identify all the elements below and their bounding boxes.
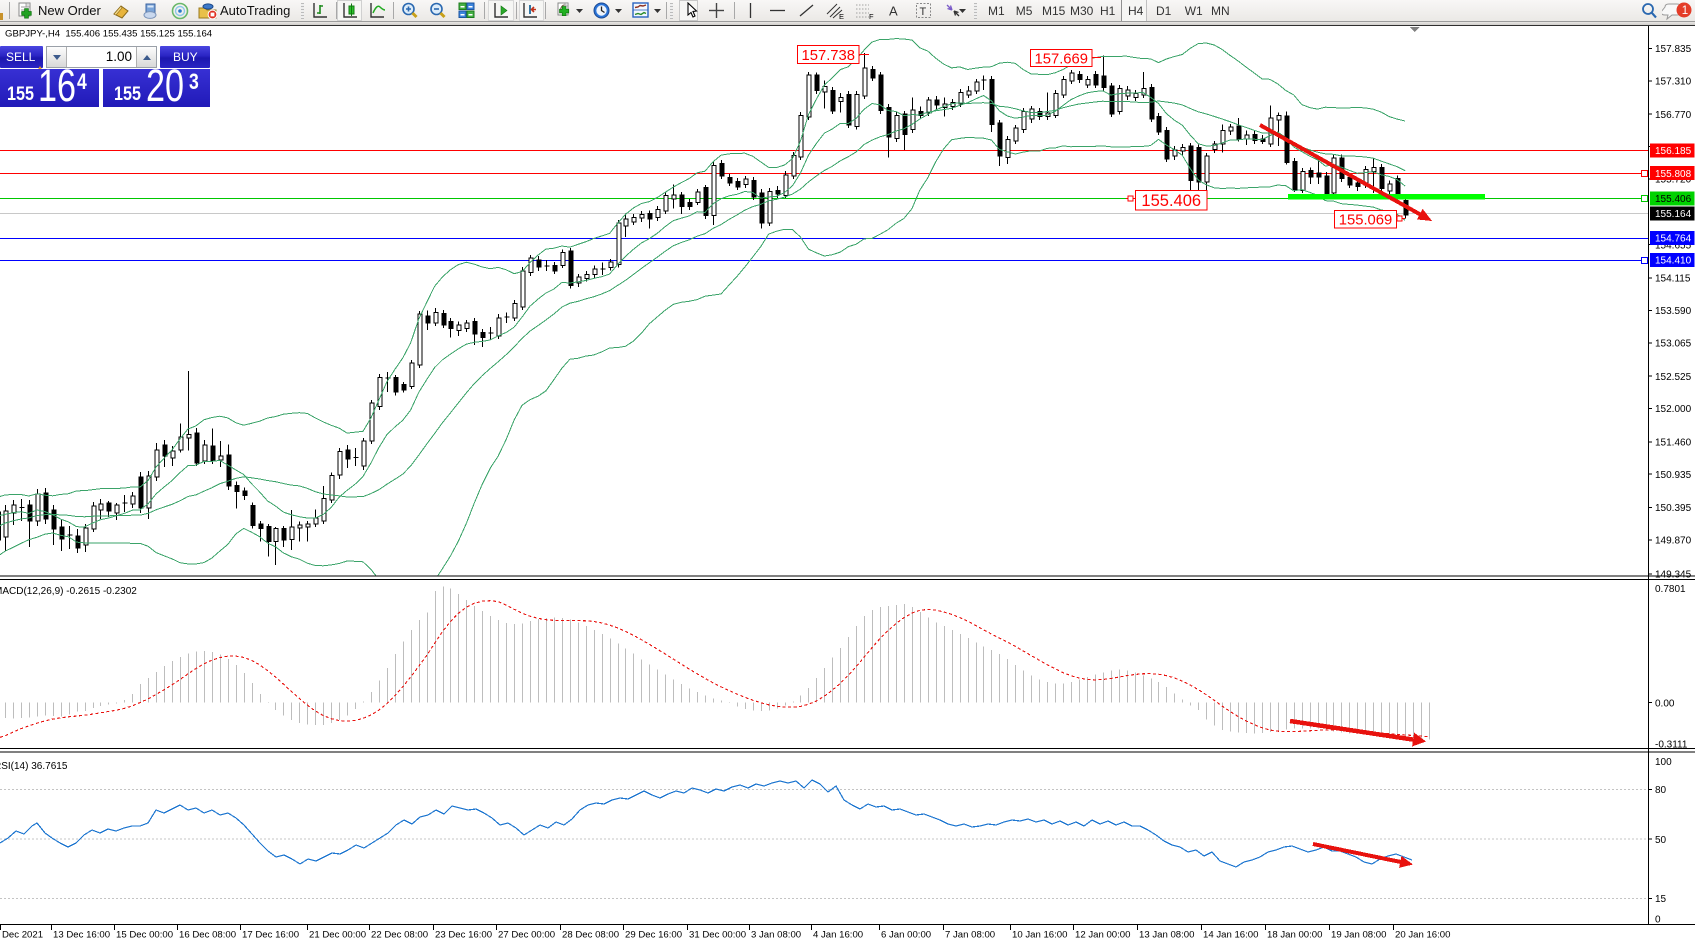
- svg-text:80: 80: [1655, 785, 1667, 796]
- svg-text:27 Dec 00:00: 27 Dec 00:00: [498, 929, 555, 940]
- svg-text:0: 0: [1655, 915, 1661, 926]
- svg-text:31 Dec 00:00: 31 Dec 00:00: [689, 929, 746, 940]
- svg-text:10 Jan 16:00: 10 Jan 16:00: [1012, 929, 1067, 940]
- svg-text:154.764: 154.764: [1655, 234, 1692, 245]
- svg-text:18 Jan 00:00: 18 Jan 00:00: [1267, 929, 1322, 940]
- svg-text:16 Dec 08:00: 16 Dec 08:00: [179, 929, 236, 940]
- svg-text:157.738: 157.738: [802, 48, 856, 64]
- svg-text:28 Dec 08:00: 28 Dec 08:00: [562, 929, 619, 940]
- svg-text:155.406: 155.406: [1655, 194, 1692, 205]
- svg-text:154.655: 154.655: [1655, 240, 1692, 251]
- svg-text:152.525: 152.525: [1655, 372, 1692, 383]
- svg-text:14 Jan 16:00: 14 Jan 16:00: [1203, 929, 1258, 940]
- svg-text:153.590: 153.590: [1655, 306, 1692, 317]
- svg-text:7 Jan 08:00: 7 Jan 08:00: [945, 929, 995, 940]
- svg-text:50: 50: [1655, 835, 1667, 846]
- svg-text:23 Dec 16:00: 23 Dec 16:00: [435, 929, 492, 940]
- svg-text:21 Dec 00:00: 21 Dec 00:00: [309, 929, 366, 940]
- svg-text:T: T: [920, 6, 927, 18]
- svg-text:F: F: [869, 12, 874, 20]
- svg-text:1: 1: [1682, 5, 1688, 17]
- svg-text:153.065: 153.065: [1655, 339, 1692, 350]
- svg-text:152.000: 152.000: [1655, 404, 1692, 415]
- svg-text:155.808: 155.808: [1655, 169, 1692, 180]
- svg-text:-0.3111: -0.3111: [1655, 740, 1688, 751]
- svg-text:155.164: 155.164: [1655, 209, 1692, 220]
- svg-text:22 Dec 08:00: 22 Dec 08:00: [371, 929, 428, 940]
- svg-text:154.410: 154.410: [1655, 255, 1692, 266]
- svg-text:0.7801: 0.7801: [1655, 584, 1686, 595]
- svg-text:155.069: 155.069: [1339, 213, 1393, 229]
- svg-text:13 Jan 08:00: 13 Jan 08:00: [1139, 929, 1194, 940]
- svg-text:154.115: 154.115: [1655, 274, 1691, 285]
- svg-text:100: 100: [1655, 757, 1672, 768]
- svg-text:12 Jan 00:00: 12 Jan 00:00: [1075, 929, 1130, 940]
- svg-text:GBPJPY-,H4 155.406 155.435 15: GBPJPY-,H4 155.406 155.435 155.125 155.1…: [5, 29, 213, 40]
- svg-text:149.345: 149.345: [1655, 570, 1692, 581]
- svg-text:4 Jan 16:00: 4 Jan 16:00: [813, 929, 863, 940]
- svg-text:17 Dec 16:00: 17 Dec 16:00: [242, 929, 299, 940]
- svg-text:13 Dec 16:00: 13 Dec 16:00: [53, 929, 110, 940]
- svg-text:156.185: 156.185: [1655, 146, 1692, 157]
- svg-text:157.835: 157.835: [1655, 44, 1692, 55]
- svg-text:6 Jan 00:00: 6 Jan 00:00: [881, 929, 931, 940]
- svg-text:150.395: 150.395: [1655, 503, 1692, 514]
- svg-text:157.669: 157.669: [1035, 51, 1089, 67]
- svg-text:157.310: 157.310: [1655, 77, 1692, 88]
- svg-text:151.460: 151.460: [1655, 438, 1692, 449]
- svg-text:15: 15: [1655, 894, 1667, 905]
- svg-text:A: A: [889, 4, 898, 19]
- svg-text:20 Jan 16:00: 20 Jan 16:00: [1395, 929, 1450, 940]
- svg-text:150.935: 150.935: [1655, 470, 1692, 481]
- svg-text:19 Jan 08:00: 19 Jan 08:00: [1331, 929, 1386, 940]
- svg-text:15 Dec 00:00: 15 Dec 00:00: [116, 929, 173, 940]
- svg-text:156.770: 156.770: [1655, 110, 1692, 121]
- svg-text:Dec 2021: Dec 2021: [2, 929, 43, 940]
- svg-text:RSI(14) 36.7615: RSI(14) 36.7615: [0, 761, 68, 772]
- svg-text:0.00: 0.00: [1655, 698, 1675, 709]
- svg-text:149.870: 149.870: [1655, 536, 1692, 547]
- svg-text:E: E: [839, 12, 844, 20]
- svg-text:3 Jan 08:00: 3 Jan 08:00: [751, 929, 801, 940]
- svg-text:155.406: 155.406: [1141, 192, 1201, 210]
- svg-text:MACD(12,26,9) -0.2615 -0.2302: MACD(12,26,9) -0.2615 -0.2302: [0, 586, 137, 597]
- svg-text:29 Dec 16:00: 29 Dec 16:00: [625, 929, 682, 940]
